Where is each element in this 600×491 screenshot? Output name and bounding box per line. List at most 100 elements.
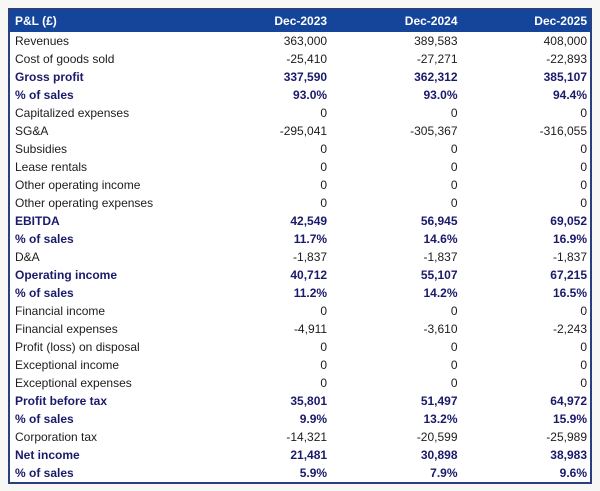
row-label: Net income xyxy=(15,448,80,462)
header-col-dec-2023: Dec-2023 xyxy=(199,9,331,32)
cell-value: 408,000 xyxy=(543,34,587,48)
pnl-table-body: Revenues 363,000 389,583 408,000 Cost of goo… xyxy=(9,32,591,483)
cell-value: 9.6% xyxy=(559,466,587,480)
cell-value: 9.9% xyxy=(299,412,328,426)
header-col-dec-2025: Dec-2025 xyxy=(460,9,591,32)
pnl-table: P&L (£) Dec-2023 Dec-2024 Dec-2025 Reven… xyxy=(8,8,592,484)
cell-value: 0 xyxy=(320,358,328,372)
cell-value: -25,410 xyxy=(286,52,328,66)
row-label: Exceptional expenses xyxy=(15,376,132,390)
cell-value: 55,107 xyxy=(420,268,458,282)
row-label: Cost of goods sold xyxy=(15,52,115,66)
cell-value: -4,911 xyxy=(293,322,328,336)
cell-value: -2,243 xyxy=(552,322,587,336)
row-label: Subsidies xyxy=(15,142,68,156)
cell-value: 0 xyxy=(450,376,458,390)
table-row: Profit (loss) on disposal 0 0 0 xyxy=(9,338,591,356)
row-label: Operating income xyxy=(15,268,118,282)
cell-value: 0 xyxy=(580,304,587,318)
cell-value: 5.9% xyxy=(299,466,328,480)
cell-value: 0 xyxy=(320,196,328,210)
cell-value: 30,898 xyxy=(420,448,458,462)
table-row: Financial income 0 0 0 xyxy=(9,302,591,320)
cell-value: 0 xyxy=(450,340,458,354)
table-row: Corporation tax -14,321 -20,599 -25,989 xyxy=(9,428,591,446)
cell-value: 0 xyxy=(320,304,328,318)
row-label: Gross profit xyxy=(15,70,84,84)
cell-value: 0 xyxy=(320,178,328,192)
cell-value: 0 xyxy=(580,142,587,156)
cell-value: -316,055 xyxy=(539,124,587,138)
cell-value: 0 xyxy=(580,340,587,354)
table-row: % of sales 9.9% 13.2% 15.9% xyxy=(9,410,591,428)
cell-value: 94.4% xyxy=(552,88,587,102)
row-label: Revenues xyxy=(15,34,70,48)
cell-value: 21,481 xyxy=(290,448,328,462)
cell-value: -1,837 xyxy=(552,250,587,264)
cell-value: 362,312 xyxy=(414,70,458,84)
cell-value: 16.5% xyxy=(552,286,587,300)
cell-value: -14,321 xyxy=(286,430,328,444)
cell-value: 93.0% xyxy=(423,88,458,102)
row-label: % of sales xyxy=(15,88,74,102)
cell-value: 385,107 xyxy=(543,70,587,84)
cell-value: 7.9% xyxy=(430,466,458,480)
cell-value: 16.9% xyxy=(552,232,587,246)
cell-value: 40,712 xyxy=(290,268,328,282)
cell-value: 0 xyxy=(320,106,328,120)
header-row: P&L (£) Dec-2023 Dec-2024 Dec-2025 xyxy=(9,9,591,32)
cell-value: 0 xyxy=(320,142,328,156)
cell-value: 51,497 xyxy=(420,394,458,408)
row-label: Profit (loss) on disposal xyxy=(15,340,140,354)
cell-value: 0 xyxy=(320,160,328,174)
row-label: Profit before tax xyxy=(15,394,108,408)
row-label: % of sales xyxy=(15,412,74,426)
cell-value: 0 xyxy=(450,178,458,192)
cell-value: 14.2% xyxy=(423,286,458,300)
table-row: D&A -1,837 -1,837 -1,837 xyxy=(9,248,591,266)
cell-value: 0 xyxy=(580,106,587,120)
row-label: Capitalized expenses xyxy=(15,106,130,120)
pnl-table-header: P&L (£) Dec-2023 Dec-2024 Dec-2025 xyxy=(9,9,591,32)
row-label: Financial expenses xyxy=(15,322,118,336)
table-row: Profit before tax 35,801 51,497 64,972 xyxy=(9,392,591,410)
table-row: EBITDA 42,549 56,945 69,052 xyxy=(9,212,591,230)
table-row: Revenues 363,000 389,583 408,000 xyxy=(9,32,591,50)
table-row: Exceptional income 0 0 0 xyxy=(9,356,591,374)
cell-value: 0 xyxy=(580,196,587,210)
cell-value: 0 xyxy=(580,376,587,390)
table-row: Exceptional expenses 0 0 0 xyxy=(9,374,591,392)
table-row: % of sales 93.0% 93.0% 94.4% xyxy=(9,86,591,104)
cell-value: 0 xyxy=(450,358,458,372)
cell-value: 56,945 xyxy=(420,214,458,228)
table-row: SG&A -295,041 -305,367 -316,055 xyxy=(9,122,591,140)
cell-value: 67,215 xyxy=(550,268,587,282)
table-row: Subsidies 0 0 0 xyxy=(9,140,591,158)
cell-value: 337,590 xyxy=(283,70,328,84)
table-row: Cost of goods sold -25,410 -27,271 -22,893 xyxy=(9,50,591,68)
cell-value: 0 xyxy=(580,358,587,372)
row-label: Financial income xyxy=(15,304,106,318)
cell-value: 11.7% xyxy=(293,232,328,246)
cell-value: -1,837 xyxy=(293,250,328,264)
table-row: Capitalized expenses 0 0 0 xyxy=(9,104,591,122)
table-row: Other operating expenses 0 0 0 xyxy=(9,194,591,212)
table-row: Net income 21,481 30,898 38,983 xyxy=(9,446,591,464)
cell-value: 0 xyxy=(320,340,328,354)
row-label: % of sales xyxy=(15,232,74,246)
cell-value: 11.2% xyxy=(293,286,328,300)
row-label: Other operating expenses xyxy=(15,196,154,210)
row-label: % of sales xyxy=(15,466,74,480)
header-col-dec-2024: Dec-2024 xyxy=(330,9,461,32)
cell-value: 35,801 xyxy=(290,394,328,408)
cell-value: 0 xyxy=(580,160,587,174)
cell-value: 13.2% xyxy=(423,412,458,426)
cell-value: 42,549 xyxy=(290,214,328,228)
cell-value: 389,583 xyxy=(414,34,458,48)
cell-value: 0 xyxy=(580,178,587,192)
cell-value: 0 xyxy=(320,376,328,390)
table-row: Operating income 40,712 55,107 67,215 xyxy=(9,266,591,284)
row-label: Exceptional income xyxy=(15,358,120,372)
cell-value: -20,599 xyxy=(416,430,458,444)
cell-value: 38,983 xyxy=(550,448,587,462)
